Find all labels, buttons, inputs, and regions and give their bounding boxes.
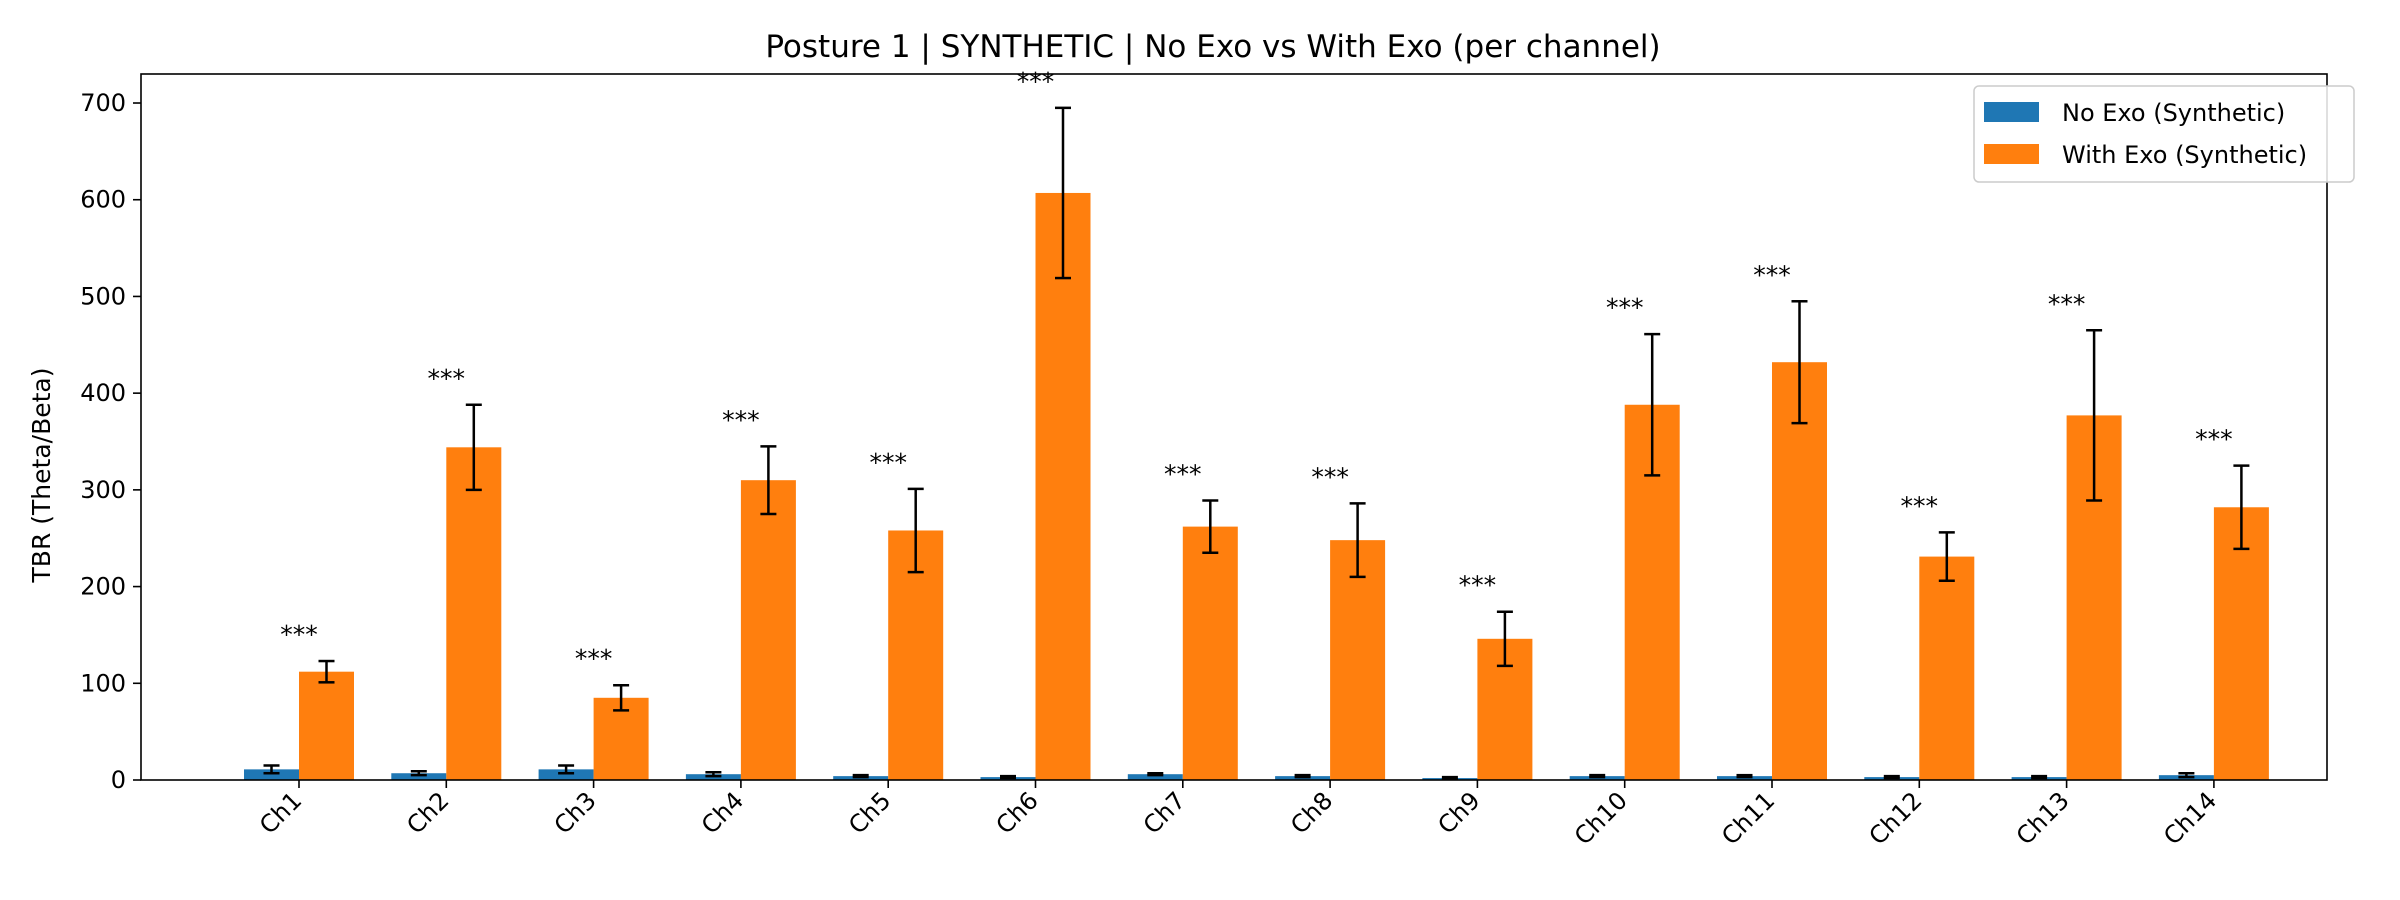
bar-with-exo-ch12 bbox=[1919, 556, 1975, 780]
error-bar-with-exo-ch2 bbox=[465, 403, 482, 492]
significance-label-ch11: *** bbox=[1753, 260, 1791, 289]
significance-label-ch10: *** bbox=[1606, 293, 1644, 322]
error-bar-no-exo-ch5 bbox=[852, 773, 869, 779]
error-bar-with-exo-ch1 bbox=[318, 659, 335, 684]
error-bar-no-exo-ch4 bbox=[705, 771, 722, 778]
x-tick-label-ch7: Ch7 bbox=[1138, 786, 1191, 839]
error-bar-with-exo-ch3 bbox=[613, 683, 630, 712]
significance-label-ch8: *** bbox=[1311, 462, 1349, 491]
error-bar-no-exo-ch10 bbox=[1589, 773, 1606, 779]
error-bar-no-exo-ch14 bbox=[2178, 771, 2195, 779]
error-bar-no-exo-ch13 bbox=[2031, 774, 2048, 780]
error-bar-with-exo-ch10 bbox=[1644, 332, 1661, 477]
significance-label-ch13: *** bbox=[2048, 289, 2086, 318]
error-bar-with-exo-ch13 bbox=[2086, 329, 2103, 502]
significance-label-ch6: *** bbox=[1017, 67, 1055, 96]
error-bar-with-exo-ch8 bbox=[1349, 502, 1366, 579]
significance-label-ch5: *** bbox=[869, 448, 907, 477]
bar-with-exo-ch11 bbox=[1772, 362, 1827, 780]
significance-label-ch4: *** bbox=[722, 405, 760, 434]
y-tick-label: 100 bbox=[80, 669, 126, 697]
bar-with-exo-ch7 bbox=[1182, 526, 1238, 780]
error-bar-no-exo-ch9 bbox=[1441, 775, 1458, 781]
x-tick-label-ch11: Ch11 bbox=[1716, 786, 1780, 850]
legend-box bbox=[1973, 85, 2355, 183]
error-bar-no-exo-ch2 bbox=[410, 770, 427, 777]
y-tick-label: 600 bbox=[80, 186, 126, 214]
x-tick-label-ch4: Ch4 bbox=[696, 786, 749, 839]
y-tick-label: 300 bbox=[80, 476, 126, 504]
bar-no-exo-ch2 bbox=[391, 773, 447, 780]
error-bar-with-exo-ch9 bbox=[1496, 610, 1513, 668]
error-bar-no-exo-ch8 bbox=[1294, 773, 1311, 779]
bar-with-exo-ch8 bbox=[1330, 540, 1386, 780]
x-tick-label-ch8: Ch8 bbox=[1285, 786, 1338, 839]
axes-frame bbox=[140, 73, 2328, 781]
error-bar-no-exo-ch3 bbox=[558, 764, 575, 775]
significance-label-ch2: *** bbox=[428, 364, 466, 393]
x-tick-label-ch3: Ch3 bbox=[549, 786, 602, 839]
x-tick-label-ch12: Ch12 bbox=[1864, 786, 1928, 850]
error-bar-with-exo-ch7 bbox=[1202, 499, 1219, 554]
error-bar-no-exo-ch11 bbox=[1736, 773, 1753, 779]
error-bar-with-exo-ch4 bbox=[760, 445, 777, 516]
y-tick-label: 200 bbox=[80, 573, 126, 601]
legend-entry-label: With Exo (Synthetic) bbox=[2062, 141, 2307, 169]
x-tick-label-ch1: Ch1 bbox=[254, 786, 307, 839]
significance-label-ch9: *** bbox=[1459, 571, 1497, 600]
bar-with-exo-ch2 bbox=[446, 447, 502, 780]
x-tick-label-ch5: Ch5 bbox=[843, 786, 896, 839]
error-bar-with-exo-ch5 bbox=[907, 487, 924, 574]
y-tick-label: 700 bbox=[80, 89, 126, 117]
significance-label-ch12: *** bbox=[1901, 491, 1939, 520]
significance-label-ch14: *** bbox=[2195, 425, 2233, 454]
error-bar-no-exo-ch6 bbox=[1000, 774, 1016, 780]
y-tick-label: 400 bbox=[80, 379, 126, 407]
legend-swatch bbox=[1984, 144, 2039, 164]
x-tick-label-ch6: Ch6 bbox=[991, 786, 1044, 839]
error-bar-with-exo-ch11 bbox=[1791, 300, 1808, 425]
plot-area: *** *** *** *** *** *** *** *** *** *** *** *** *** *… bbox=[80, 67, 2328, 850]
bar-with-exo-ch4 bbox=[740, 480, 796, 780]
x-tick-label-ch2: Ch2 bbox=[401, 786, 454, 839]
error-bar-with-exo-ch14 bbox=[2233, 464, 2250, 551]
bar-with-exo-ch1 bbox=[299, 671, 354, 780]
y-tick-label: 500 bbox=[80, 282, 126, 310]
bar-with-exo-ch14 bbox=[2213, 507, 2269, 780]
y-tick-label: 0 bbox=[111, 766, 126, 794]
error-bar-with-exo-ch6 bbox=[1055, 106, 1071, 280]
bar-no-exo-ch1 bbox=[244, 769, 299, 780]
error-bar-no-exo-ch1 bbox=[263, 764, 280, 775]
significance-label-ch7: *** bbox=[1164, 460, 1202, 489]
x-tick-label-ch9: Ch9 bbox=[1432, 786, 1485, 839]
bar-no-exo-ch3 bbox=[538, 769, 594, 780]
significance-label-ch3: *** bbox=[575, 644, 613, 673]
error-bar-no-exo-ch12 bbox=[1883, 774, 1900, 780]
error-bar-with-exo-ch12 bbox=[1938, 531, 1955, 583]
x-tick-label-ch10: Ch10 bbox=[1569, 786, 1633, 850]
y-axis-label: TBR (Theta/Beta) bbox=[27, 368, 56, 584]
bar-no-exo-ch7 bbox=[1127, 774, 1183, 780]
significance-label-ch1: *** bbox=[280, 620, 318, 649]
chart-title: Posture 1 | SYNTHETIC | No Exo vs With E… bbox=[765, 29, 1660, 65]
legend: No Exo (Synthetic) With Exo (Synthetic) bbox=[1973, 85, 2355, 183]
error-bar-no-exo-ch7 bbox=[1147, 771, 1164, 777]
legend-swatch bbox=[1984, 102, 2039, 122]
x-tick-label-ch13: Ch13 bbox=[2011, 786, 2075, 850]
x-tick-label-ch14: Ch14 bbox=[2158, 786, 2222, 850]
legend-entry-label: No Exo (Synthetic) bbox=[2062, 99, 2285, 127]
bar-with-exo-ch6 bbox=[1035, 192, 1091, 780]
